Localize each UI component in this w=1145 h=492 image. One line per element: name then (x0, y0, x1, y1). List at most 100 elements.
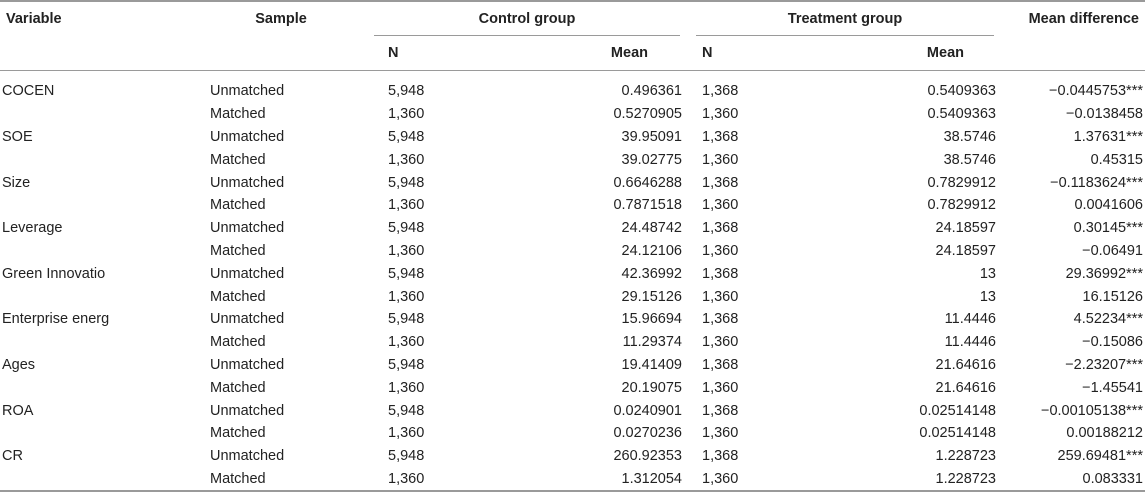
cell-control-mean: 39.02775 (621, 151, 682, 168)
cell-sample: Unmatched (210, 265, 285, 282)
cell-treatment-n: 1,360 (702, 242, 739, 259)
cell-treatment-mean: 38.5746 (943, 151, 996, 168)
header-treatment-group-label: Treatment group (787, 11, 903, 27)
cell-mean-difference: −0.00105138*** (1040, 402, 1143, 419)
header-control-mean: Mean (610, 45, 648, 61)
cell-mean-difference: −0.15086 (1082, 334, 1143, 351)
cell-control-mean: 11.29374 (622, 334, 682, 351)
cell-treatment-mean: 0.02514148 (919, 402, 996, 419)
cell-sample: Matched (210, 379, 266, 396)
cell-variable (0, 194, 196, 217)
cell-control-mean: 24.48742 (621, 220, 682, 237)
header-control-group: Control group (366, 1, 688, 36)
cell-treatment-n: 1,360 (702, 334, 739, 351)
table-row: Matched 1,360 0.7871518 1,360 0.7829912 0.004… (0, 194, 1145, 217)
header-variable: Variable (6, 11, 62, 27)
cell-sample: Unmatched (210, 83, 285, 100)
cell-treatment-mean: 0.7829912 (927, 197, 996, 214)
cell-sample: Matched (210, 151, 266, 168)
cell-mean-difference: −1.45541 (1082, 379, 1143, 396)
table-row: Green Innovatio Unmatched 5,948 42.36992 1,3… (0, 262, 1145, 285)
cell-treatment-mean: 0.02514148 (919, 425, 996, 442)
table-row: Matched 1,360 20.19075 1,360 21.64616 −1.4554… (0, 376, 1145, 399)
cell-variable (0, 240, 196, 263)
cell-treatment-mean: 1.228723 (935, 448, 996, 465)
cell-control-n: 5,948 (388, 311, 425, 328)
cell-control-n: 1,360 (388, 470, 425, 487)
cell-mean-difference: 16.15126 (1082, 288, 1143, 305)
cell-control-n: 5,948 (388, 402, 425, 419)
header-treatment-group: Treatment group (688, 1, 1002, 36)
cell-treatment-mean: 21.64616 (935, 356, 996, 373)
cell-treatment-n: 1,360 (702, 379, 739, 396)
cell-mean-difference: −0.06491 (1082, 242, 1143, 259)
cell-treatment-n: 1,368 (702, 265, 739, 282)
cell-control-mean: 15.96694 (621, 311, 682, 328)
cell-variable (0, 422, 196, 445)
cell-control-n: 1,360 (388, 334, 425, 351)
cell-treatment-mean: 24.18597 (935, 220, 996, 237)
cell-treatment-mean: 1.228723 (935, 470, 996, 487)
cell-treatment-n: 1,368 (702, 128, 739, 145)
cell-sample: Matched (210, 106, 266, 123)
cell-mean-difference: −0.1183624*** (1050, 174, 1143, 191)
cell-control-mean: 0.7871518 (613, 197, 682, 214)
cell-mean-difference: −0.0138458 (1065, 106, 1143, 123)
cell-variable: Green Innovatio (2, 265, 106, 282)
cell-control-n: 1,360 (388, 288, 425, 305)
header-control-group-label: Control group (478, 11, 576, 27)
cell-variable: SOE (2, 128, 33, 145)
cell-sample: Unmatched (210, 220, 285, 237)
cell-control-n: 1,360 (388, 106, 425, 123)
table-row: Matched 1,360 29.15126 1,360 13 16.15126 (0, 285, 1145, 308)
cell-variable: ROA (2, 402, 34, 419)
cell-variable: Leverage (2, 220, 63, 237)
cell-control-n: 5,948 (388, 174, 425, 191)
cell-mean-difference: 0.45315 (1090, 151, 1143, 168)
cell-control-mean: 20.19075 (621, 379, 682, 396)
table-row: Matched 1,360 0.5270905 1,360 0.5409363 −0.01… (0, 103, 1145, 126)
table-row: Size Unmatched 5,948 0.6646288 1,368 0.782991… (0, 171, 1145, 194)
header-treatment-n: N (702, 45, 713, 61)
cell-variable: Enterprise energ (2, 311, 110, 328)
cell-treatment-n: 1,368 (702, 220, 739, 237)
cell-treatment-mean: 38.5746 (943, 128, 996, 145)
table-row: CR Unmatched 5,948 260.92353 1,368 1.228723 25… (0, 445, 1145, 468)
cell-treatment-n: 1,368 (702, 174, 739, 191)
table-row: Matched 1,360 24.12106 1,360 24.18597 −0.0649… (0, 240, 1145, 263)
cell-variable (0, 376, 196, 399)
table-row: Matched 1,360 11.29374 1,360 11.4446 −0.15086 (0, 331, 1145, 354)
cell-mean-difference: 29.36992*** (1065, 265, 1143, 282)
cell-control-n: 5,948 (388, 265, 425, 282)
cell-mean-difference: 0.00188212 (1066, 425, 1143, 442)
cell-variable: Ages (2, 356, 36, 373)
cell-control-n: 1,360 (388, 151, 425, 168)
cell-sample: Unmatched (210, 448, 285, 465)
cell-variable: Size (2, 174, 31, 191)
table-row: Matched 1,360 39.02775 1,360 38.5746 0.45315 (0, 148, 1145, 171)
cell-treatment-n: 1,368 (702, 311, 739, 328)
cell-sample: Matched (210, 425, 266, 442)
cell-treatment-mean: 0.7829912 (927, 174, 996, 191)
cell-mean-difference: 259.69481*** (1057, 448, 1143, 465)
cell-control-mean: 39.95091 (621, 128, 682, 145)
cell-sample: Unmatched (210, 128, 285, 145)
cell-treatment-mean: 24.18597 (935, 242, 996, 259)
cell-variable (0, 468, 196, 492)
cell-variable: COCEN (2, 83, 55, 100)
cell-mean-difference: 0.30145*** (1073, 220, 1143, 237)
cell-control-n: 5,948 (388, 356, 425, 373)
cell-control-n: 5,948 (388, 128, 425, 145)
table-row: Ages Unmatched 5,948 19.41409 1,368 21.64616 −… (0, 354, 1145, 377)
cell-treatment-n: 1,360 (702, 106, 739, 123)
cell-mean-difference: 0.0041606 (1074, 197, 1143, 214)
cell-mean-difference: −2.23207*** (1065, 356, 1143, 373)
cell-variable: CR (2, 448, 23, 465)
cell-sample: Matched (210, 197, 266, 214)
cell-treatment-mean: 13 (979, 288, 996, 305)
header-treatment-mean: Mean (926, 45, 964, 61)
cell-treatment-mean: 13 (979, 265, 996, 282)
cell-treatment-n: 1,368 (702, 356, 739, 373)
cell-sample: Matched (210, 288, 266, 305)
